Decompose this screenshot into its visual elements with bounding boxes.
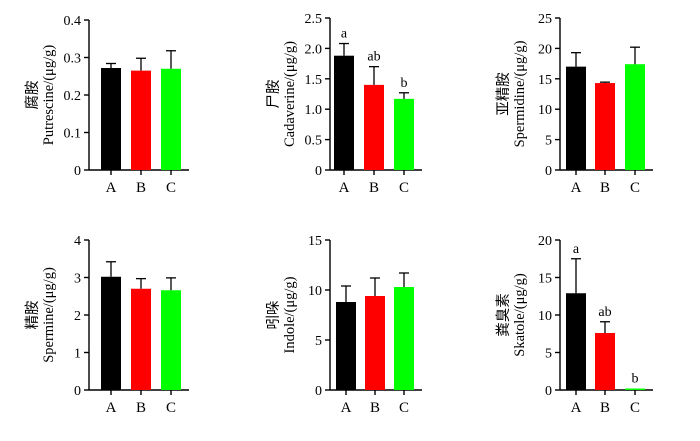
significance-letter: a	[573, 242, 580, 257]
bar-b	[131, 70, 151, 170]
y-tick-label: 0.1	[64, 127, 82, 142]
y-tick-label: 5	[315, 334, 322, 349]
bar-c	[394, 98, 414, 170]
x-tick-label: C	[630, 180, 640, 196]
x-tick-label: B	[600, 400, 610, 416]
y-axis-title: Putrescine/(μg/g)	[41, 45, 57, 146]
bar-b	[595, 83, 615, 170]
significance-letter: ab	[367, 50, 380, 65]
bar-a	[566, 66, 586, 170]
bar-c	[625, 388, 645, 390]
y-tick-label: 0	[545, 384, 552, 399]
y-tick-label: 0	[74, 384, 81, 399]
chart-panel-1: 0 0.1 0.2 0.3 0.4 A B C 腐胺 Putrescine/(μg/g)	[23, 14, 189, 196]
bar-c	[161, 290, 181, 390]
bar-a	[101, 68, 121, 170]
y-axis-title-cn: 腐胺	[23, 81, 41, 110]
y-axis-title-cn: 精胺	[24, 301, 41, 330]
y-tick-label: 0.2	[64, 89, 82, 104]
y-tick-label: 0	[74, 164, 81, 179]
significance-letter: b	[632, 372, 639, 387]
y-axis-title: Spermine/(μg/g)	[41, 267, 57, 363]
y-tick-label: 1.0	[305, 103, 323, 118]
y-tick-label: 15	[538, 272, 552, 287]
x-tick-label: A	[341, 400, 352, 416]
chart-panel-5: 0 5 10 15 A B C 吲哚 Indole/(μg/g)	[265, 234, 422, 416]
x-tick-label: C	[399, 400, 409, 416]
chart-panel-4: 0 1 2 3 4 A B C 精胺 Spermine/(μg/g)	[24, 234, 189, 416]
y-axis-title: Spermidine/(μg/g)	[512, 40, 528, 147]
y-tick-label: 4	[74, 234, 81, 249]
x-tick-label: B	[370, 400, 380, 416]
y-tick-label: 20	[538, 234, 552, 249]
x-tick-label: A	[106, 400, 117, 416]
y-tick-label: 20	[538, 42, 552, 57]
x-tick-label: A	[106, 180, 117, 196]
bar-a	[336, 302, 356, 390]
y-axis-title: Cadaverine/(μg/g)	[282, 41, 298, 147]
y-tick-label: 1	[74, 347, 81, 362]
y-tick-label: 0	[315, 164, 322, 179]
bar-c	[161, 68, 181, 170]
y-tick-label: 2.5	[305, 12, 323, 27]
chart-panel-3: 0 5 10 15 20 25 A B C 亚精胺 Spermidine/(μg/g)	[495, 12, 653, 196]
x-tick-label: C	[166, 180, 176, 196]
y-axis-title-cn: 尸胺	[265, 80, 282, 109]
y-axis-title-cn: 亚精胺	[495, 72, 512, 116]
y-tick-label: 25	[538, 12, 552, 27]
y-axis-title: Skatole/(μg/g)	[512, 273, 528, 357]
bar-b	[365, 296, 385, 390]
significance-letter: ab	[598, 305, 611, 320]
x-tick-label: B	[600, 180, 610, 196]
y-tick-label: 0.5	[305, 134, 323, 149]
y-tick-label: 0.4	[64, 14, 82, 29]
y-tick-label: 3	[74, 272, 81, 287]
y-tick-label: 2	[74, 309, 81, 324]
y-tick-label: 10	[308, 284, 322, 299]
significance-letter: a	[341, 27, 348, 42]
x-tick-label: A	[571, 180, 582, 196]
y-axis-title: Indole/(μg/g)	[282, 276, 298, 353]
y-tick-label: 10	[538, 103, 552, 118]
y-tick-label: 0	[315, 384, 322, 399]
bar-c	[394, 287, 414, 390]
significance-letter: b	[401, 76, 408, 91]
y-tick-label: 0	[545, 164, 552, 179]
y-tick-label: 10	[538, 309, 552, 324]
y-axis-title-cn: 吲哚	[265, 301, 282, 330]
bar-a	[566, 293, 586, 390]
x-tick-label: B	[369, 180, 379, 196]
y-tick-label: 1.5	[305, 73, 323, 88]
y-tick-label: 2.0	[305, 42, 323, 57]
bar-a	[101, 276, 121, 390]
y-tick-label: 5	[545, 347, 552, 362]
x-tick-label: C	[399, 180, 409, 196]
x-tick-label: C	[166, 400, 176, 416]
x-tick-label: A	[339, 180, 350, 196]
bar-b	[364, 84, 384, 170]
x-tick-label: B	[136, 180, 146, 196]
bar-b	[131, 288, 151, 390]
y-tick-label: 5	[545, 134, 552, 149]
y-tick-label: 15	[308, 234, 322, 249]
y-tick-label: 0.3	[64, 52, 82, 67]
y-tick-label: 15	[538, 73, 552, 88]
bar-a	[334, 55, 354, 170]
chart-panel-6: 0 5 10 15 20 Aa Bab Cb 粪臭素 Skatole/(μg/g)	[495, 234, 653, 416]
chart-panel-2: 0 0.5 1.0 1.5 2.0 2.5 Aa Bab Cb 尸胺 Cadaverine/(μg/…	[265, 12, 422, 196]
bar-b	[595, 333, 615, 390]
x-tick-label: A	[571, 400, 582, 416]
x-tick-label: B	[136, 400, 146, 416]
y-axis-title-cn: 粪臭素	[495, 293, 512, 337]
bar-c	[625, 64, 645, 170]
x-tick-label: C	[630, 400, 640, 416]
